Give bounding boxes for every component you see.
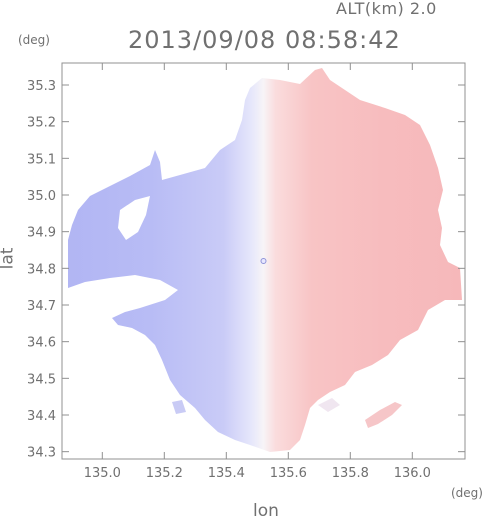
- y-axis-title: lat: [0, 247, 18, 270]
- x-tick-label: 135.6: [270, 466, 307, 481]
- y-axis: 34.3 34.4 34.5 34.6 34.7 34.8 34.9 35.0 35.1 35.2…: [27, 79, 465, 461]
- y-tick-label: 35.3: [27, 79, 56, 94]
- timestamp-title: 2013/09/08 08:58:42: [128, 26, 401, 54]
- x-tick-label: 135.4: [208, 466, 245, 481]
- radar-site-marker: [260, 258, 267, 264]
- y-tick-label: 34.7: [27, 299, 56, 314]
- y-tick-label: 35.1: [27, 152, 56, 167]
- y-tick-label: 34.6: [27, 336, 56, 351]
- x-tick-label: 136.0: [394, 466, 431, 481]
- y-unit-label: (deg): [18, 33, 50, 47]
- x-tick-label: 135.8: [332, 466, 369, 481]
- x-tick-label: 135.0: [84, 466, 121, 481]
- y-tick-label: 34.4: [27, 409, 56, 424]
- x-tick-label: 135.2: [146, 466, 183, 481]
- clear-air-gap-north: [118, 196, 150, 240]
- altitude-label: ALT(km) 2.0: [336, 0, 437, 18]
- echo-fragment-south: [318, 398, 340, 412]
- echo-fragment-southwest: [172, 400, 186, 414]
- y-tick-label: 34.3: [27, 446, 56, 461]
- y-tick-label: 34.8: [27, 262, 56, 277]
- y-tick-label: 34.5: [27, 372, 56, 387]
- y-tick-label: 35.2: [27, 116, 56, 131]
- plot-frame: [61, 62, 466, 460]
- x-axis: 135.0 135.2 135.4 135.6 135.8 136.0: [84, 63, 431, 481]
- echo-fragment-east: [365, 402, 402, 428]
- y-tick-label: 34.9: [27, 226, 56, 241]
- x-axis-title: lon: [253, 501, 279, 521]
- x-unit-label: (deg): [451, 486, 483, 500]
- y-tick-label: 35.0: [27, 189, 56, 204]
